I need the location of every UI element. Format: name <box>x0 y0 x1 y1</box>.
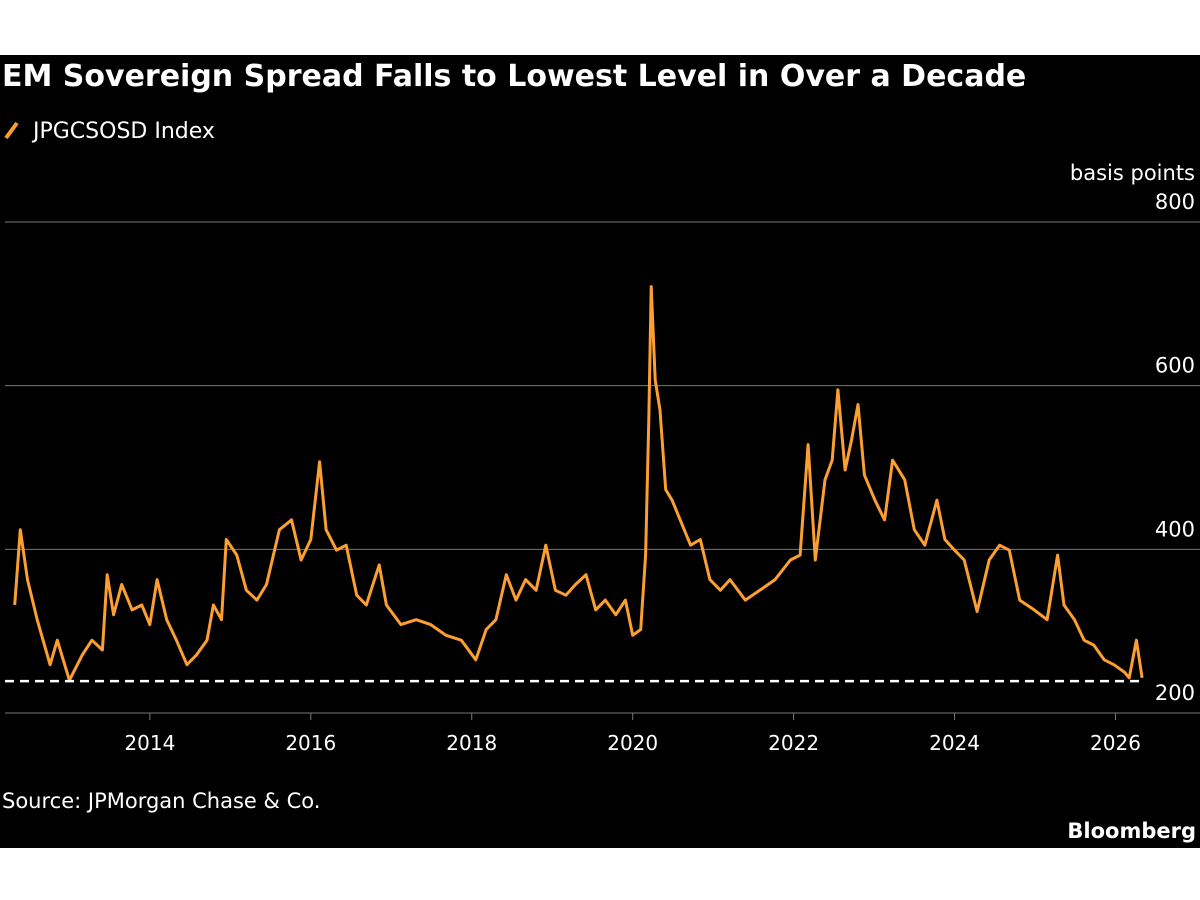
legend-swatch <box>4 121 19 140</box>
chart-title: EM Sovereign Spread Falls to Lowest Leve… <box>2 59 1026 94</box>
y-tick-label: 200 <box>1155 681 1195 705</box>
legend-label: JPGCSOSD Index <box>31 119 215 144</box>
y-axis-label: basis points <box>1070 161 1195 185</box>
x-tick-label: 2026 <box>1090 731 1141 755</box>
y-tick-label: 600 <box>1155 354 1195 378</box>
chart-background <box>0 55 1200 848</box>
data-line <box>13 285 1144 682</box>
source: Source: JPMorgan Chase & Co. <box>2 789 320 813</box>
y-tick-label: 800 <box>1155 190 1195 214</box>
x-tick-label: 2018 <box>446 731 497 755</box>
y-tick-label: 400 <box>1155 517 1195 541</box>
x-tick-label: 2016 <box>285 731 336 755</box>
brand: Bloomberg <box>1067 819 1196 843</box>
x-tick-label: 2014 <box>124 731 175 755</box>
x-tick-label: 2022 <box>768 731 819 755</box>
x-tick-label: 2024 <box>929 731 980 755</box>
x-tick-label: 2020 <box>607 731 658 755</box>
